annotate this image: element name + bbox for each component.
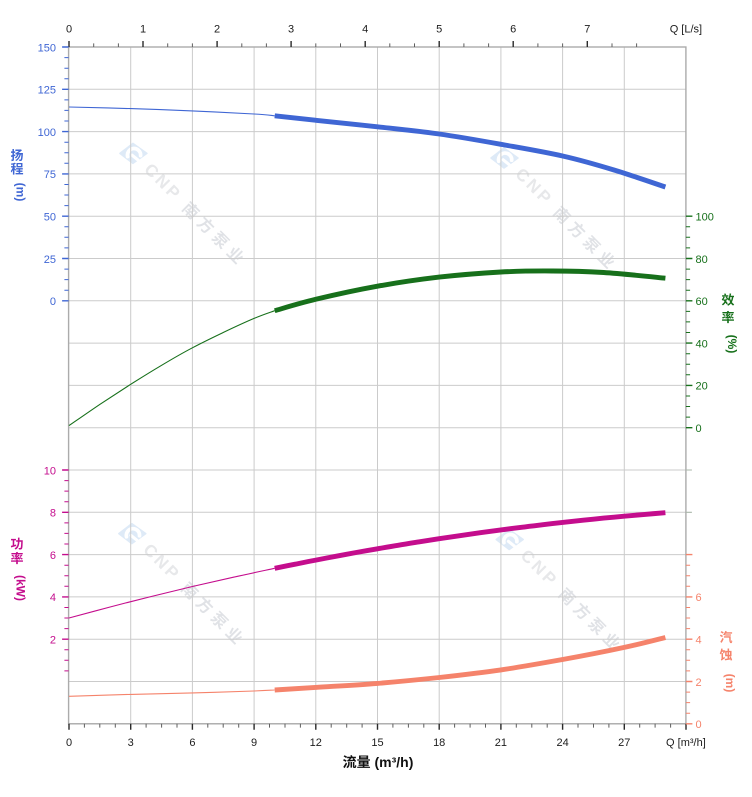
svg-text:2: 2 [214, 24, 220, 36]
svg-text:75: 75 [44, 169, 56, 181]
svg-text:27: 27 [618, 737, 630, 749]
svg-text:0: 0 [66, 24, 72, 36]
svg-text:6: 6 [50, 550, 56, 562]
svg-text:2: 2 [696, 677, 702, 689]
svg-text:9: 9 [251, 737, 257, 749]
svg-text:Q [L/s]: Q [L/s] [670, 24, 702, 36]
svg-text:24: 24 [556, 737, 568, 749]
svg-text:20: 20 [696, 381, 708, 393]
svg-text:8: 8 [50, 508, 56, 520]
svg-text:12: 12 [310, 737, 322, 749]
svg-text:6: 6 [510, 24, 516, 36]
svg-text:21: 21 [495, 737, 507, 749]
svg-text:6: 6 [696, 592, 702, 604]
svg-text:40: 40 [696, 338, 708, 350]
svg-text:3: 3 [128, 737, 134, 749]
svg-text:2: 2 [50, 635, 56, 647]
svg-text:60: 60 [696, 296, 708, 308]
svg-text:50: 50 [44, 212, 56, 224]
svg-text:6: 6 [189, 737, 195, 749]
svg-text:0: 0 [50, 296, 56, 308]
svg-text:(kW): (kW) [14, 575, 28, 601]
svg-text:4: 4 [362, 24, 368, 36]
svg-text:25: 25 [44, 254, 56, 266]
svg-text:0: 0 [66, 737, 72, 749]
svg-text:80: 80 [696, 254, 708, 266]
svg-text:100: 100 [38, 127, 56, 139]
svg-text:18: 18 [433, 737, 445, 749]
svg-text:4: 4 [696, 635, 702, 647]
svg-text:10: 10 [44, 465, 56, 477]
svg-text:4: 4 [50, 592, 56, 604]
svg-text:0: 0 [696, 719, 702, 731]
svg-text:1: 1 [140, 24, 146, 36]
svg-text:(m): (m) [14, 183, 28, 202]
svg-text:0: 0 [696, 423, 702, 435]
svg-text:7: 7 [584, 24, 590, 36]
svg-text:(m): (m) [723, 674, 737, 693]
svg-text:100: 100 [696, 212, 714, 224]
svg-text:125: 125 [38, 85, 56, 97]
svg-text:(%): (%) [725, 335, 739, 354]
svg-text:3: 3 [288, 24, 294, 36]
svg-text:Q [m³/h]: Q [m³/h] [666, 737, 706, 749]
svg-text:(m³/h): (m³/h) [375, 754, 414, 770]
svg-text:15: 15 [371, 737, 383, 749]
svg-text:150: 150 [38, 42, 56, 54]
svg-text:5: 5 [436, 24, 442, 36]
